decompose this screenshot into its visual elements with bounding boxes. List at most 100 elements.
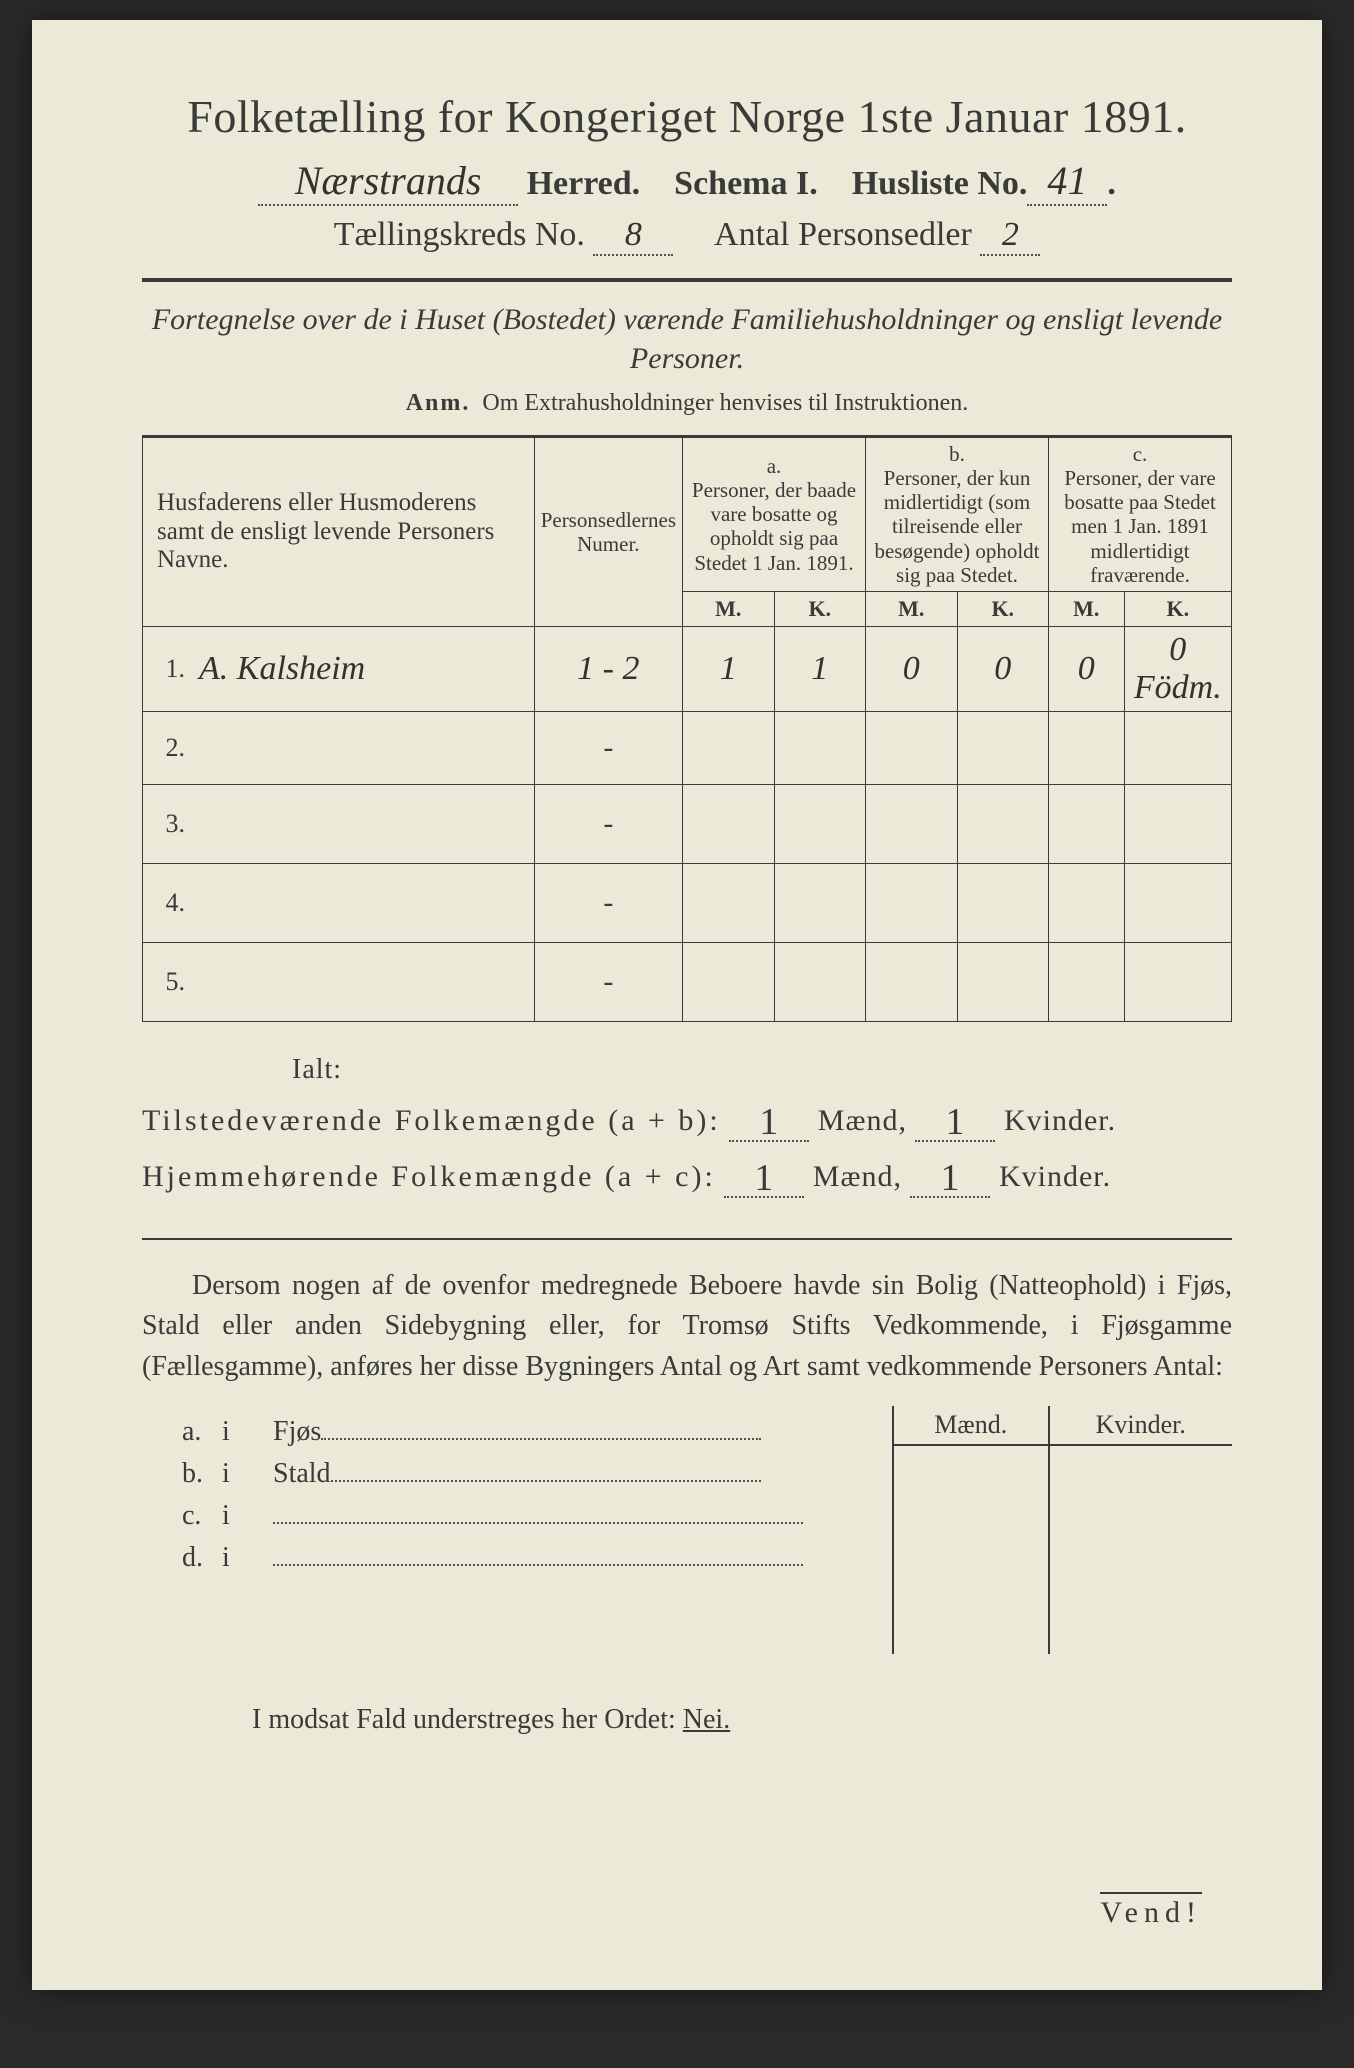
- table-row: 1.A. Kalsheim1 - 2110000 Födm.: [143, 626, 1232, 711]
- building-row: a.i Fjøs: [142, 1416, 892, 1448]
- rule-1: [142, 278, 1232, 282]
- row-num: 1.: [143, 626, 192, 711]
- anm-label: Anm.: [406, 390, 471, 416]
- header-line-2: Tællingskreds No. 8 Antal Personsedler 2: [142, 216, 1232, 256]
- ialt-label: Ialt:: [292, 1054, 1232, 1086]
- schema-label: Schema I.: [674, 165, 818, 202]
- row-name: [191, 863, 534, 942]
- row-a-k: [774, 711, 866, 784]
- row-b-k: [957, 863, 1049, 942]
- building-row: c.i: [142, 1500, 892, 1532]
- table-row: 5. -: [143, 942, 1232, 1021]
- mk-table-wrap: Mænd. Kvinder.: [892, 1406, 1232, 1654]
- row-b-k: [957, 784, 1049, 863]
- mk-cell: [1049, 1550, 1232, 1602]
- antal-label: Antal Personsedler: [714, 216, 972, 253]
- row-b-m: [866, 784, 958, 863]
- row-nummer: 1 - 2: [534, 626, 682, 711]
- totals-line-2: Hjemmehørende Folkemængde (a + c): 1 Mæn…: [142, 1152, 1232, 1198]
- row-b-m: [866, 942, 958, 1021]
- col-c-k: K.: [1124, 591, 1231, 626]
- row-name: [191, 784, 534, 863]
- row-num: 3.: [143, 784, 192, 863]
- row-a-k: [774, 784, 866, 863]
- col-a-k: K.: [774, 591, 866, 626]
- totals-block: Ialt: Tilstedeværende Folkemængde (a + b…: [142, 1054, 1232, 1198]
- row-c-k: 0 Födm.: [1124, 626, 1231, 711]
- mk-cell: [893, 1445, 1049, 1498]
- mk-cell: [893, 1602, 1049, 1654]
- col-c: c. Personer, der vare bosatte paa Stedet…: [1049, 437, 1232, 592]
- herred-label: Herred.: [527, 165, 641, 202]
- kreds-label: Tællingskreds No.: [334, 216, 585, 253]
- mk-maend: Mænd.: [893, 1406, 1049, 1445]
- mk-table: Mænd. Kvinder.: [892, 1406, 1232, 1654]
- row-num: 2.: [143, 711, 192, 784]
- row-b-m: 0: [866, 626, 958, 711]
- row-a-m: [683, 784, 775, 863]
- row-nummer: -: [534, 863, 682, 942]
- col-nummer: Personsedlernes Numer.: [534, 437, 682, 627]
- herred-value: Nærstrands: [258, 157, 518, 206]
- row-c-k: [1124, 863, 1231, 942]
- row-num: 5.: [143, 942, 192, 1021]
- mk-cell: [1049, 1602, 1232, 1654]
- row-a-k: [774, 942, 866, 1021]
- building-row: b.i Stald: [142, 1458, 892, 1490]
- subtitle-anm: Anm. Om Extrahusholdninger henvises til …: [142, 390, 1232, 417]
- table-row: 4. -: [143, 863, 1232, 942]
- row-nummer: -: [534, 711, 682, 784]
- col-a: a. Personer, der baade vare bosatte og o…: [683, 437, 866, 592]
- mk-cell: [1049, 1498, 1232, 1550]
- row-c-m: [1049, 784, 1125, 863]
- col-c-m: M.: [1049, 591, 1125, 626]
- row-c-k: [1124, 784, 1231, 863]
- rule-2: [142, 1238, 1232, 1240]
- husliste-value: 41: [1027, 157, 1107, 206]
- paragraph: Dersom nogen af de ovenfor medregnede Be…: [142, 1266, 1232, 1388]
- row-a-k: 1: [774, 626, 866, 711]
- row-b-k: 0: [957, 626, 1049, 711]
- row-name: A. Kalsheim: [191, 626, 534, 711]
- row-name: [191, 942, 534, 1021]
- row-c-k: [1124, 711, 1231, 784]
- antal-value: 2: [980, 216, 1040, 256]
- subtitle-main: Fortegnelse over de i Huset (Bostedet) v…: [142, 300, 1232, 378]
- nei-line: I modsat Fald understreges her Ordet: Ne…: [252, 1704, 1232, 1736]
- row-a-m: [683, 711, 775, 784]
- col-b: b. Personer, der kun midlertidigt (som t…: [866, 437, 1049, 592]
- row-a-m: [683, 942, 775, 1021]
- households-table: Husfaderens eller Husmoderens samt de en…: [142, 435, 1232, 1022]
- row-nummer: -: [534, 942, 682, 1021]
- building-row: d.i: [142, 1542, 892, 1574]
- vend-label: Vend!: [1100, 1892, 1202, 1930]
- mk-kvinder: Kvinder.: [1049, 1406, 1232, 1445]
- row-b-m: [866, 711, 958, 784]
- row-a-k: [774, 863, 866, 942]
- row-c-m: 0: [1049, 626, 1125, 711]
- nei-word: Nei.: [683, 1704, 730, 1735]
- row-b-m: [866, 863, 958, 942]
- census-form-page: Folketælling for Kongeriget Norge 1ste J…: [32, 20, 1322, 1990]
- page-title: Folketælling for Kongeriget Norge 1ste J…: [142, 90, 1232, 143]
- mk-cell: [893, 1550, 1049, 1602]
- row-c-m: [1049, 942, 1125, 1021]
- anm-text: Om Extrahusholdninger henvises til Instr…: [482, 390, 968, 416]
- husliste-label: Husliste No.: [852, 165, 1028, 202]
- row-name: [191, 711, 534, 784]
- header-line-1: Nærstrands Herred. Schema I. Husliste No…: [142, 157, 1232, 206]
- table-row: 3.-: [143, 784, 1232, 863]
- row-c-k: [1124, 942, 1231, 1021]
- mk-cell: [893, 1498, 1049, 1550]
- row-c-m: [1049, 863, 1125, 942]
- row-num: 4.: [143, 863, 192, 942]
- col-b-k: K.: [957, 591, 1049, 626]
- row-a-m: 1: [683, 626, 775, 711]
- kreds-value: 8: [593, 216, 673, 256]
- row-b-k: [957, 942, 1049, 1021]
- buildings-list: a.i Fjøs b.i Stald c.i d.i: [142, 1406, 892, 1574]
- col-b-m: M.: [866, 591, 958, 626]
- totals-line-1: Tilstedeværende Folkemængde (a + b): 1 M…: [142, 1096, 1232, 1142]
- col-name: Husfaderens eller Husmoderens samt de en…: [143, 437, 535, 627]
- mk-cell: [1049, 1445, 1232, 1498]
